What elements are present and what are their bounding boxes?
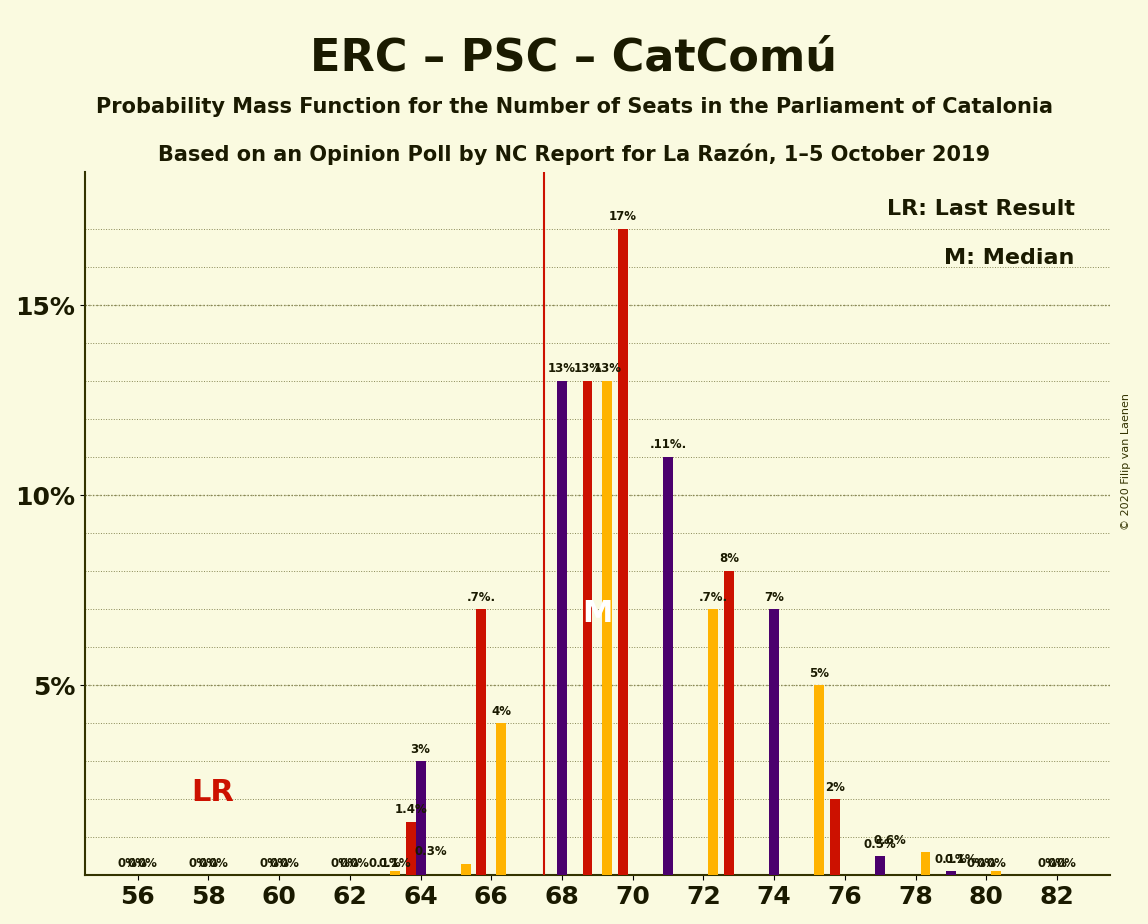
- Bar: [496, 723, 506, 875]
- Text: M: M: [582, 599, 613, 628]
- Bar: [405, 822, 416, 875]
- Text: 0%: 0%: [986, 857, 1006, 869]
- Bar: [708, 609, 719, 875]
- Text: 0.1%: 0.1%: [369, 857, 402, 869]
- Text: 0.1%: 0.1%: [945, 853, 977, 866]
- Text: 5%: 5%: [809, 666, 829, 679]
- Bar: [991, 871, 1001, 875]
- Text: .7%.: .7%.: [699, 590, 728, 603]
- Text: 0%: 0%: [967, 857, 986, 869]
- Text: 0%: 0%: [199, 857, 218, 869]
- Text: © 2020 Filip van Laenen: © 2020 Filip van Laenen: [1120, 394, 1131, 530]
- Text: 0%: 0%: [1047, 857, 1066, 869]
- Text: 0%: 0%: [259, 857, 279, 869]
- Text: .7%.: .7%.: [467, 590, 496, 603]
- Text: 0.1%: 0.1%: [379, 857, 411, 869]
- Text: 4%: 4%: [491, 704, 511, 718]
- Bar: [875, 857, 885, 875]
- Text: 3%: 3%: [411, 743, 430, 756]
- Text: 0%: 0%: [188, 857, 209, 869]
- Text: 13%: 13%: [594, 362, 621, 375]
- Text: M: Median: M: Median: [945, 249, 1075, 268]
- Bar: [946, 871, 956, 875]
- Text: 0%: 0%: [1057, 857, 1077, 869]
- Text: 17%: 17%: [608, 211, 637, 224]
- Bar: [460, 864, 471, 875]
- Text: 13%: 13%: [548, 362, 576, 375]
- Text: 0%: 0%: [118, 857, 138, 869]
- Text: 0%: 0%: [331, 857, 350, 869]
- Bar: [724, 571, 734, 875]
- Text: 2%: 2%: [825, 781, 845, 794]
- Text: ERC – PSC – CatComú: ERC – PSC – CatComú: [310, 37, 838, 80]
- Text: 0%: 0%: [340, 857, 359, 869]
- Bar: [416, 761, 426, 875]
- Text: 0%: 0%: [976, 857, 996, 869]
- Text: 0%: 0%: [138, 857, 157, 869]
- Text: .11%.: .11%.: [650, 439, 687, 452]
- Text: 0%: 0%: [209, 857, 228, 869]
- Text: 0.6%: 0.6%: [874, 833, 907, 846]
- Text: Probability Mass Function for the Number of Seats in the Parliament of Catalonia: Probability Mass Function for the Number…: [95, 97, 1053, 117]
- Bar: [830, 799, 840, 875]
- Text: 1.4%: 1.4%: [394, 803, 427, 817]
- Text: 0%: 0%: [1037, 857, 1057, 869]
- Bar: [921, 853, 930, 875]
- Bar: [769, 609, 779, 875]
- Bar: [476, 609, 487, 875]
- Text: Based on an Opinion Poll by NC Report for La Razón, 1–5 October 2019: Based on an Opinion Poll by NC Report fo…: [158, 143, 990, 164]
- Text: 0.5%: 0.5%: [863, 837, 897, 851]
- Text: 0%: 0%: [127, 857, 148, 869]
- Text: 0%: 0%: [279, 857, 298, 869]
- Text: LR: LR: [191, 778, 234, 807]
- Bar: [814, 686, 824, 875]
- Bar: [390, 871, 401, 875]
- Text: 0.3%: 0.3%: [414, 845, 447, 858]
- Text: 0%: 0%: [350, 857, 370, 869]
- Bar: [603, 381, 612, 875]
- Bar: [618, 229, 628, 875]
- Bar: [557, 381, 567, 875]
- Text: 0.1%: 0.1%: [934, 853, 968, 866]
- Text: LR: Last Result: LR: Last Result: [886, 199, 1075, 219]
- Text: 13%: 13%: [574, 362, 602, 375]
- Text: 8%: 8%: [719, 553, 739, 565]
- Bar: [664, 457, 673, 875]
- Text: 0%: 0%: [270, 857, 289, 869]
- Bar: [582, 381, 592, 875]
- Text: 7%: 7%: [765, 590, 784, 603]
